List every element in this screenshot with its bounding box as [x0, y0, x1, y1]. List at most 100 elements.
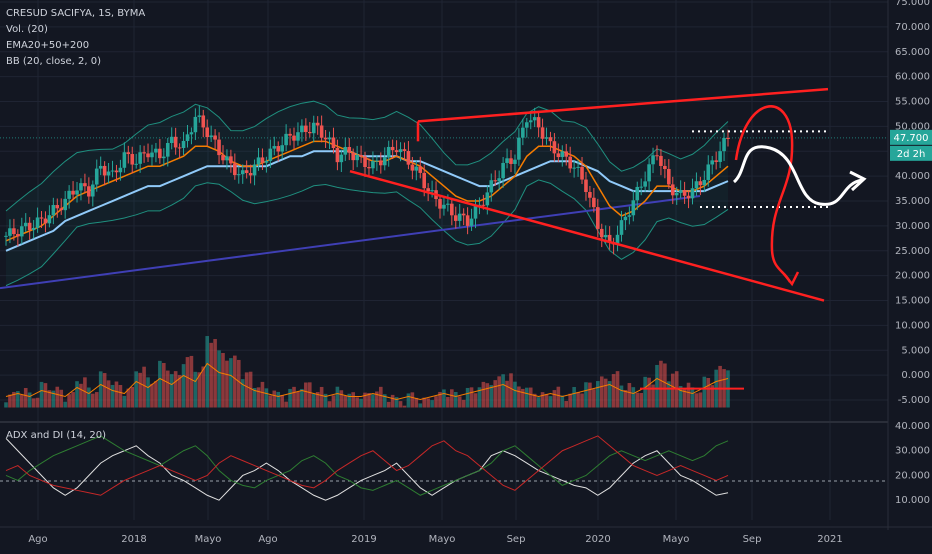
price-axis: 75.00070.00065.00060.00055.00050.00045.0… — [887, 0, 932, 550]
volume-bar — [698, 392, 703, 408]
time-tick-label: Sep — [743, 534, 762, 545]
candle-body — [236, 174, 241, 176]
time-axis: Ago 2018 Mayo Ago 2019 Mayo Sep 2020 Mayo Sep 2021 — [0, 526, 932, 545]
candle-body — [94, 168, 99, 185]
candle-body — [690, 188, 695, 199]
volume-bar — [229, 358, 233, 408]
volume-bar — [615, 371, 620, 408]
candle-body — [272, 146, 277, 149]
candle-body — [27, 222, 32, 231]
volume-bar — [51, 390, 56, 408]
volume-bar — [122, 395, 127, 408]
volume-bar — [422, 397, 427, 408]
candle-body — [726, 138, 730, 140]
bb-lower — [5, 179, 729, 287]
price-tick-label: 15.000 — [895, 296, 930, 307]
ema-indicator-label[interactable]: EMA20+50+200 — [6, 40, 90, 51]
adx-tick-label: 40.000 — [895, 421, 930, 432]
time-tick-label: Mayo — [663, 534, 690, 545]
volume-bar — [477, 387, 482, 408]
trendline-lower — [349, 169, 825, 302]
candle-body — [276, 146, 281, 152]
adx-line — [5, 438, 729, 501]
volume-bar — [201, 366, 206, 408]
candle-body — [343, 146, 348, 155]
bollinger-bands — [5, 100, 729, 287]
candle-body — [264, 160, 269, 163]
price-tick-label: 10.000 — [895, 320, 930, 331]
volume-bar — [367, 392, 371, 408]
candle-body — [655, 155, 659, 157]
volume-bar — [276, 391, 281, 408]
candle-body — [12, 228, 16, 235]
adx-indicator-label[interactable]: ADX and DI (14, 20) — [6, 430, 106, 441]
candle-body — [177, 147, 182, 149]
candle-body — [465, 215, 470, 226]
candle-body — [98, 165, 103, 169]
symbol-title[interactable]: CRESUD SACIFYA, 1S, BYMA — [6, 8, 146, 19]
candle-body — [513, 159, 517, 164]
candle-body — [43, 218, 48, 224]
candle-body — [292, 135, 296, 141]
bb-indicator-label[interactable]: BB (20, close, 2, 0) — [6, 56, 101, 67]
candle-body — [694, 181, 699, 189]
bb-fill — [6, 101, 728, 286]
volume-bar — [603, 378, 608, 408]
candle-body — [623, 216, 628, 221]
volume-bar — [146, 377, 150, 408]
volume-bar — [23, 388, 28, 408]
candle-body — [162, 156, 166, 159]
volume-indicator-label[interactable]: Vol. (20) — [6, 24, 48, 35]
price-tick-label: 75.000 — [895, 0, 930, 8]
candle-body — [386, 146, 391, 158]
white-scenario-arrow — [732, 145, 863, 206]
candle-body — [560, 151, 565, 158]
volume-bar — [592, 389, 596, 408]
candle-body — [351, 152, 355, 161]
volume-bar — [158, 360, 162, 408]
candle-body — [548, 137, 553, 142]
candle-body — [90, 184, 95, 197]
candle-body — [106, 171, 111, 176]
candle-body — [446, 203, 450, 205]
volume-bar — [260, 381, 265, 408]
candle-body — [355, 155, 359, 161]
candle-body — [296, 132, 300, 141]
volume-bar — [225, 360, 229, 408]
candle-body — [233, 163, 237, 176]
candle-body — [4, 235, 8, 237]
time-tick-label: 2019 — [351, 534, 376, 545]
volume-bar — [497, 376, 501, 408]
chart-legend: CRESUD SACIFYA, 1S, BYMA Vol. (20) EMA20… — [6, 6, 145, 70]
candle-body — [505, 158, 509, 163]
volume-bar — [351, 392, 355, 408]
candle-body — [564, 151, 569, 157]
candle-body — [75, 190, 79, 195]
candle-body — [722, 138, 726, 152]
candle-body — [367, 166, 371, 169]
volume-bar — [63, 401, 67, 408]
volume-bar — [702, 376, 707, 408]
candle-body — [110, 170, 115, 172]
candle-body — [426, 188, 430, 192]
volume-bar — [631, 387, 636, 408]
candle-body — [63, 198, 67, 211]
volume-bar — [205, 336, 210, 408]
time-tick-label: 2018 — [121, 534, 146, 545]
candle-body — [244, 170, 249, 173]
candle-body — [87, 186, 91, 197]
candle-body — [217, 139, 221, 156]
volume-bar — [240, 379, 245, 408]
candle-body — [134, 163, 138, 165]
adx-tick-label: 30.000 — [895, 446, 930, 457]
candle-body — [71, 190, 75, 195]
volume-bar — [252, 387, 257, 408]
volume-bar — [690, 387, 695, 408]
volume-bar — [576, 392, 580, 408]
candle-body — [599, 228, 604, 238]
ema50-line — [5, 150, 729, 252]
candle-body — [311, 122, 316, 134]
volume-bar — [268, 395, 273, 408]
